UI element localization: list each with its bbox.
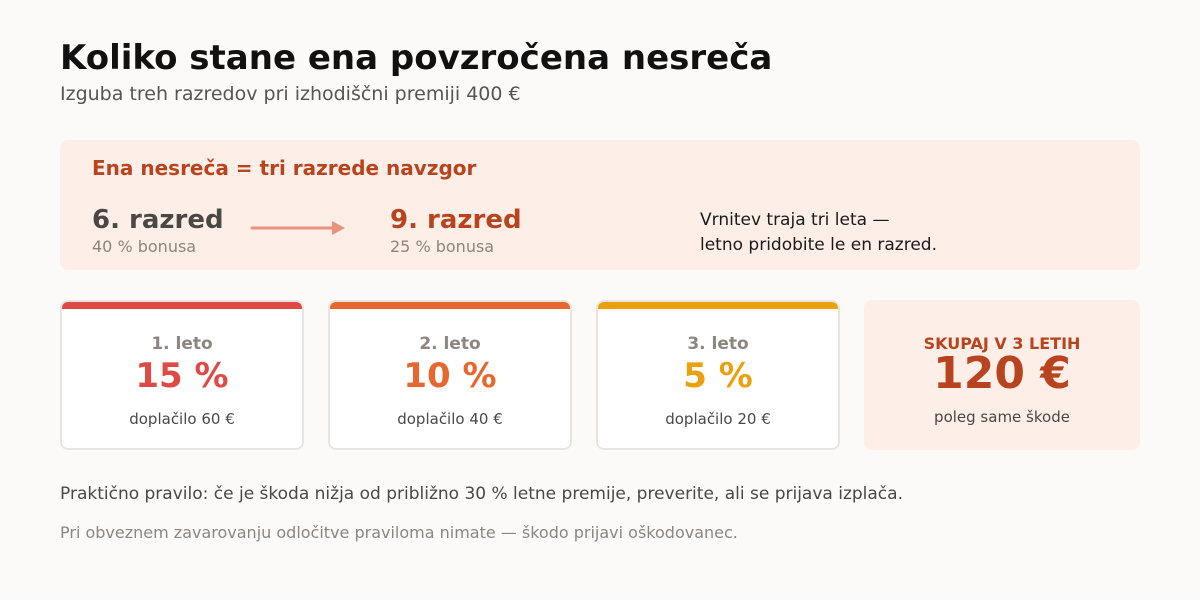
from-class-name: 6. razred (92, 205, 224, 235)
year-card: 3. leto 5 % doplačilo 20 € (596, 300, 840, 450)
year-surcharge: doplačilo 20 € (665, 410, 771, 428)
total-note: poleg same škode (934, 408, 1070, 426)
year-percent: 5 % (683, 356, 753, 396)
footnote: Pri obveznem zavarovanju odločitve pravi… (60, 523, 738, 542)
year-percent: 10 % (403, 356, 497, 396)
year-color-bar (598, 302, 838, 309)
year-percent: 15 % (135, 356, 229, 396)
year-color-bar (62, 302, 302, 309)
total-card: SKUPAJ V 3 LETIH 120 € poleg same škode (864, 300, 1140, 450)
banner-heading: Ena nesreča = tri razrede navzgor (92, 156, 477, 180)
rule-of-thumb: Praktično pravilo: če je škoda nižja od … (60, 484, 903, 504)
arrow-right-icon (250, 221, 345, 235)
page-subtitle: Izguba treh razredov pri izhodiščni prem… (60, 83, 521, 105)
recovery-note: Vrnitev traja tri leta — letno pridobite… (700, 208, 937, 258)
year-card: 1. leto 15 % doplačilo 60 € (60, 300, 304, 450)
total-amount: 120 € (933, 348, 1071, 399)
year-color-bar (330, 302, 570, 309)
class-change-banner: Ena nesreča = tri razrede navzgor 6. raz… (60, 140, 1140, 270)
to-class-bonus: 25 % bonusa (390, 237, 495, 256)
from-class: 6. razred 40 % bonusa (92, 204, 224, 256)
year-label: 3. leto (687, 334, 749, 354)
year-surcharge: doplačilo 40 € (397, 410, 503, 428)
year-label: 2. leto (419, 334, 481, 354)
from-class-bonus: 40 % bonusa (92, 237, 197, 256)
recovery-note-line1: Vrnitev traja tri leta — (700, 210, 890, 230)
to-class-name: 9. razred (390, 205, 522, 235)
year-card: 2. leto 10 % doplačilo 40 € (328, 300, 572, 450)
recovery-note-line2: letno pridobite le en razred. (700, 235, 937, 255)
total-label: SKUPAJ V 3 LETIH (923, 334, 1081, 353)
page-title: Koliko stane ena povzročena nesreča (60, 38, 773, 78)
year-label: 1. leto (151, 334, 213, 354)
year-surcharge: doplačilo 60 € (129, 410, 235, 428)
to-class: 9. razred 25 % bonusa (390, 204, 522, 256)
